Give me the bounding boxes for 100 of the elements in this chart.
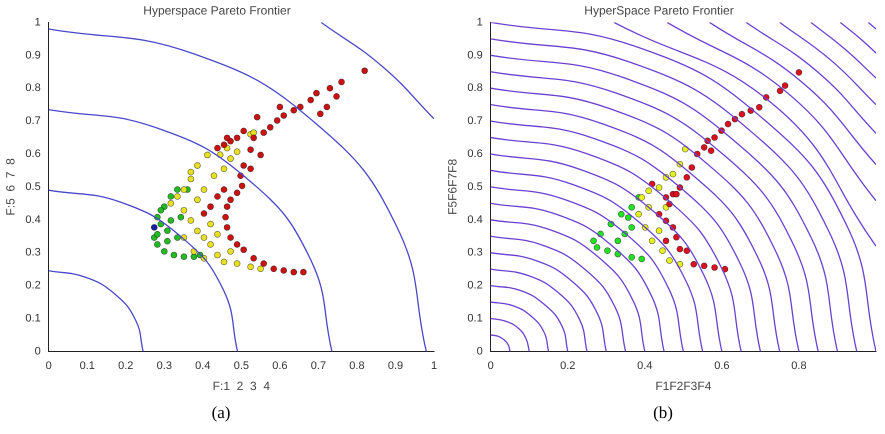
- point: [234, 260, 240, 267]
- point: [180, 186, 188, 193]
- point: [224, 203, 230, 210]
- point: [250, 129, 257, 136]
- point: [708, 147, 714, 154]
- point: [220, 141, 228, 148]
- point: [756, 104, 763, 111]
- point: [207, 241, 214, 248]
- y-tick-label: 0.1: [467, 312, 483, 325]
- line-series: [490, 186, 684, 352]
- text: (b): [652, 402, 674, 424]
- point: [247, 146, 254, 154]
- point: [168, 200, 174, 207]
- line-series: [490, 268, 588, 352]
- x-tick-label: 0.6: [714, 360, 730, 372]
- point: [700, 262, 708, 270]
- point: [628, 254, 636, 261]
- point: [776, 88, 784, 94]
- point: [188, 168, 194, 176]
- line-series: [490, 252, 607, 352]
- line-series: [490, 318, 530, 352]
- chart-title: HyperSpace Pareto Frontier: [584, 4, 734, 18]
- point: [270, 266, 278, 272]
- x-tick-label: 1: [430, 360, 438, 372]
- point: [656, 184, 662, 191]
- point: [662, 238, 670, 244]
- point: [164, 227, 171, 234]
- point: [250, 134, 257, 142]
- line-series: [48, 28, 427, 352]
- line-series: [490, 284, 568, 352]
- x-tick-label: 0.8: [349, 360, 365, 372]
- point: [240, 246, 247, 254]
- point: [224, 224, 230, 231]
- y-tick-label: 1: [476, 16, 483, 28]
- point: [257, 152, 264, 158]
- point: [638, 194, 646, 201]
- point: [300, 268, 307, 276]
- point: [150, 224, 158, 231]
- point: [659, 247, 666, 254]
- point: [280, 112, 288, 119]
- point: [154, 241, 161, 248]
- point: [220, 258, 228, 266]
- point: [266, 124, 274, 131]
- x-tick-label: 0.4: [195, 360, 210, 372]
- point: [227, 196, 234, 204]
- x-tick-label: 0.7: [310, 360, 326, 372]
- point: [234, 241, 240, 248]
- point: [234, 134, 240, 142]
- point: [604, 247, 611, 254]
- point: [214, 230, 221, 238]
- point: [250, 254, 257, 262]
- point: [317, 110, 324, 118]
- y-tick-label: 0.7: [25, 115, 41, 128]
- point: [260, 129, 267, 136]
- point: [257, 266, 264, 272]
- point: [160, 248, 168, 255]
- point: [220, 166, 228, 172]
- point: [333, 93, 340, 100]
- point: [180, 206, 188, 214]
- point: [170, 252, 178, 258]
- x-tick-label: 0: [488, 360, 494, 372]
- point: [645, 188, 652, 194]
- point: [180, 253, 188, 260]
- point: [594, 244, 600, 251]
- point: [190, 253, 198, 260]
- y-tick-label: 0.5: [467, 180, 483, 193]
- point: [618, 210, 625, 218]
- point: [326, 84, 334, 92]
- point: [168, 217, 174, 224]
- line-series: [490, 334, 511, 352]
- point: [313, 90, 320, 96]
- x-tick-label: 0.2: [118, 360, 134, 372]
- point: [174, 186, 181, 193]
- x-tick-label: 0.9: [388, 360, 404, 372]
- point: [168, 193, 174, 200]
- point: [628, 224, 636, 231]
- x-tick-label: 0.3: [156, 360, 172, 372]
- x-tick-label: 0: [46, 360, 52, 372]
- point: [220, 186, 228, 193]
- point: [673, 190, 680, 198]
- point: [158, 206, 164, 214]
- line-series: [48, 270, 144, 352]
- y-axis-title: F5F6F7F8: [446, 158, 460, 215]
- y-tick-label: 0.9: [467, 49, 483, 62]
- point: [234, 148, 240, 155]
- point: [200, 186, 208, 193]
- text: (a): [210, 402, 232, 424]
- point: [214, 144, 221, 152]
- line-series: [48, 108, 333, 352]
- point: [207, 220, 214, 228]
- point: [648, 238, 656, 244]
- y-tick-label: 0: [476, 345, 483, 358]
- line-series: [490, 301, 550, 352]
- y-tick-label: 0.8: [467, 82, 483, 94]
- point: [700, 144, 708, 151]
- line-series: [490, 202, 665, 352]
- y-tick-label: 0.6: [467, 148, 483, 160]
- y-tick-label: 0.9: [25, 49, 41, 62]
- point: [174, 193, 181, 200]
- point: [274, 117, 280, 124]
